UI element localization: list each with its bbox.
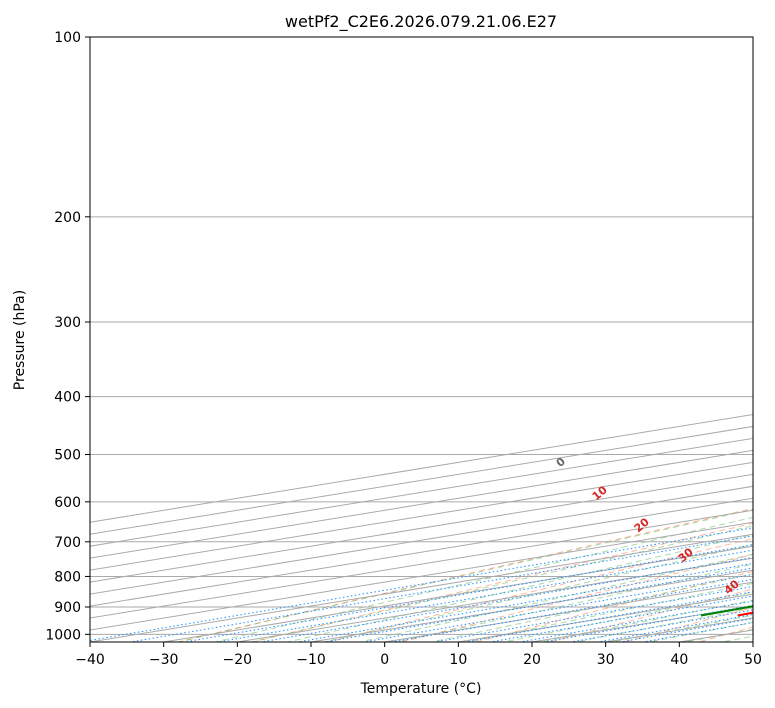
x-tick-label: 40 [670,652,688,668]
x-tick-label: 10 [449,652,467,668]
mixing-ratio-line [127,535,753,642]
y-tick-label: 100 [54,30,81,46]
y-tick-label: 900 [54,600,81,616]
moist-adiabats [175,508,753,642]
moist-adiabat-line [248,525,753,642]
y-tick-label: 1000 [45,627,81,643]
x-tick-label: −30 [149,652,179,668]
isotherm-line [90,485,753,595]
isotherm-line [90,497,753,607]
y-tick-label: 500 [54,448,81,464]
isotherm-line [90,461,753,571]
x-axis-label: Temperature (°C) [360,681,482,697]
x-tick-label: −20 [223,652,253,668]
mixing-ratio-line [294,562,753,642]
plot-area [90,37,753,642]
mixing-ratio-line [617,617,753,642]
plot-layer: 0.10.20.40.611.52346810131620253036-100-… [90,37,753,642]
isotherm-line [90,509,753,619]
dry-adiabat-line [176,507,753,642]
mixing-ratio-line [321,567,753,642]
mixing-ratio-line [360,574,753,642]
mixing-ratio-line [258,556,753,642]
y-axis-ticks: 100 200 300 400 500 600 700 800 900 1000 [45,30,90,643]
mixing-ratio-lines [90,527,753,642]
x-tick-label: 0 [380,652,389,668]
x-tick-label: −40 [75,652,105,668]
x-tick-label: −10 [296,652,326,668]
chart-title: wetPf2_C2E6.2026.079.21.06.E27 [285,12,557,32]
x-tick-label: 50 [744,652,762,668]
isotherm-line [90,449,753,559]
isotherm-line [90,473,753,583]
y-tick-label: 300 [54,315,81,331]
y-tick-label: 200 [54,210,81,226]
dry-adiabats [176,507,753,642]
plot-frame [89,36,754,643]
isotherm-line [90,437,753,547]
x-tick-label: 30 [597,652,615,668]
y-tick-label: 800 [54,569,81,585]
isotherm-line [90,533,753,642]
y-tick-label: 600 [54,495,81,511]
y-tick-label: 400 [54,390,81,406]
isotherms [90,413,753,642]
moist-adiabat-line [285,534,753,642]
x-tick-label: 20 [523,652,541,668]
y-axis-label: Pressure (hPa) [12,290,28,390]
y-tick-label: 700 [54,535,81,551]
x-axis-ticks: −40 −30 −20 −10 0 10 20 30 40 50 [75,642,762,668]
isotherm-line [90,521,753,631]
moist-adiabat-line [175,508,753,642]
